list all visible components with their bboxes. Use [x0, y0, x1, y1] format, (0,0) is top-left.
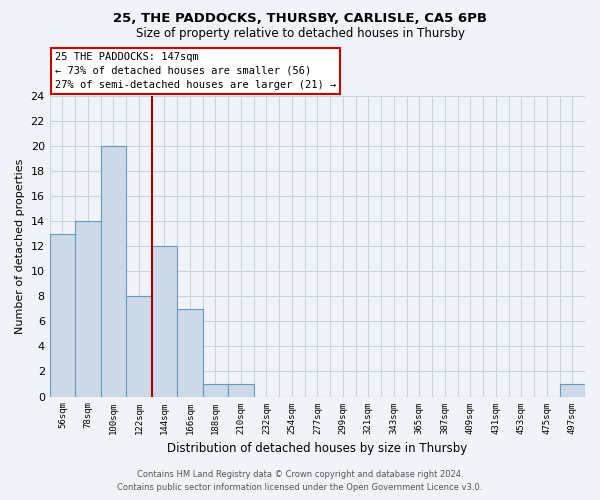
- Bar: [75, 221, 101, 396]
- Bar: [228, 384, 254, 396]
- Text: 25 THE PADDOCKS: 147sqm
← 73% of detached houses are smaller (56)
27% of semi-de: 25 THE PADDOCKS: 147sqm ← 73% of detache…: [55, 52, 336, 90]
- Text: Contains HM Land Registry data © Crown copyright and database right 2024.
Contai: Contains HM Land Registry data © Crown c…: [118, 470, 482, 492]
- Bar: [177, 309, 203, 396]
- X-axis label: Distribution of detached houses by size in Thursby: Distribution of detached houses by size …: [167, 442, 467, 455]
- Bar: [126, 296, 152, 396]
- Bar: [560, 384, 585, 396]
- Y-axis label: Number of detached properties: Number of detached properties: [15, 158, 25, 334]
- Text: 25, THE PADDOCKS, THURSBY, CARLISLE, CA5 6PB: 25, THE PADDOCKS, THURSBY, CARLISLE, CA5…: [113, 12, 487, 26]
- Bar: [101, 146, 126, 397]
- Bar: [152, 246, 177, 396]
- Text: Size of property relative to detached houses in Thursby: Size of property relative to detached ho…: [136, 28, 464, 40]
- Bar: [203, 384, 228, 396]
- Bar: [50, 234, 75, 396]
